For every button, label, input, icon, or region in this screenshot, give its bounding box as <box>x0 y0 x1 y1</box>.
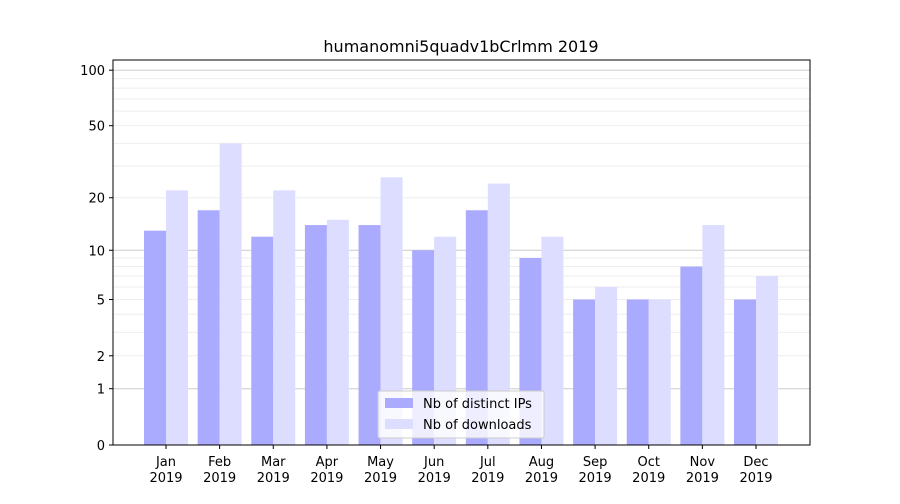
bar-distinct-ips-9 <box>626 299 649 445</box>
x-tick-label-line: Jan <box>155 455 176 470</box>
x-tick-label-line: Jun <box>423 455 444 470</box>
bar-downloads-10 <box>702 225 725 445</box>
x-tick-label-line: May <box>367 455 394 470</box>
x-tick-label-line: 2019 <box>149 471 182 486</box>
x-tick-label-line: 2019 <box>310 471 343 486</box>
x-tick-label-line: 2019 <box>579 471 612 486</box>
x-tick-label-line: 2019 <box>257 471 290 486</box>
x-tick-label-line: Sep <box>583 455 608 470</box>
x-tick-label-line: 2019 <box>364 471 397 486</box>
legend: Nb of distinct IPs Nb of downloads <box>377 390 545 439</box>
x-tick-label-line: 2019 <box>686 471 719 486</box>
x-tick-label: Feb 2019 <box>203 455 236 486</box>
x-tick-label-line: Oct <box>637 455 659 470</box>
bar-distinct-ips-4 <box>358 225 381 445</box>
bar-downloads-1 <box>219 143 242 445</box>
x-tick-label: Jul 2019 <box>471 455 504 486</box>
bar-distinct-ips-1 <box>197 210 220 445</box>
x-tick-label: Mar 2019 <box>257 455 290 486</box>
y-tick-label: 2 <box>97 350 105 365</box>
x-tick-label-line: 2019 <box>525 471 558 486</box>
x-tick-label-line: Mar <box>261 455 286 470</box>
x-tick-label-line: 2019 <box>203 471 236 486</box>
bar-distinct-ips-8 <box>573 299 596 445</box>
x-tick-label: Apr 2019 <box>310 455 343 486</box>
bar-downloads-0 <box>166 190 188 445</box>
bar-downloads-4 <box>380 177 403 446</box>
bar-distinct-ips-2 <box>251 236 274 445</box>
x-tick-label-line: 2019 <box>418 471 451 486</box>
bar-distinct-ips-0 <box>144 230 166 445</box>
x-tick-label-line: Feb <box>208 455 231 470</box>
bar-distinct-ips-10 <box>680 266 703 445</box>
y-tick-label: 5 <box>97 293 105 308</box>
plot-frame <box>112 59 811 446</box>
x-tick-label-line: Dec <box>743 455 768 470</box>
x-tick-label: May 2019 <box>364 455 397 486</box>
x-tick-label: Jan 2019 <box>149 455 182 486</box>
bar-downloads-7 <box>541 236 564 445</box>
legend-label-downloads: Nb of downloads <box>423 418 532 433</box>
y-tick-label: 20 <box>88 192 105 207</box>
y-tick-label: 100 <box>80 64 105 79</box>
x-tick-label: Jun 2019 <box>418 455 451 486</box>
x-tick-label-line: 2019 <box>632 471 665 486</box>
y-tick-label: 1 <box>97 383 105 398</box>
legend-label-ips: Nb of distinct IPs <box>423 397 532 412</box>
legend-frame <box>377 390 545 439</box>
bar-distinct-ips-6 <box>465 210 488 445</box>
x-tick-label: Aug 2019 <box>525 455 558 486</box>
legend-swatch-ips <box>385 398 413 408</box>
y-axis: 0 1 2 5 10 20 50 100 <box>80 64 113 454</box>
x-tick-label-line: 2019 <box>471 471 504 486</box>
legend-swatch-downloads <box>385 419 413 429</box>
bar-distinct-ips-11 <box>734 299 756 445</box>
y-tick-label: 10 <box>88 244 105 259</box>
x-tick-label: Oct 2019 <box>632 455 665 486</box>
bar-downloads-6 <box>487 183 510 446</box>
y-tick-label: 50 <box>88 120 105 135</box>
bar-downloads-2 <box>273 190 296 445</box>
y-tick-label: 0 <box>97 439 105 454</box>
bar-downloads-11 <box>756 276 778 445</box>
x-tick-label-line: Aug <box>529 455 554 470</box>
x-tick-label-line: Apr <box>316 455 339 470</box>
bar-downloads-8 <box>595 286 618 445</box>
x-tick-label-line: Jul <box>479 455 496 470</box>
bar-downloads-3 <box>326 219 349 445</box>
x-tick-label: Dec 2019 <box>739 455 772 486</box>
x-tick-label: Sep 2019 <box>579 455 612 486</box>
x-tick-label-line: 2019 <box>739 471 772 486</box>
chart-title: humanomni5quadv1bCrlmm 2019 <box>323 37 598 56</box>
x-tick-label-line: Nov <box>690 455 716 470</box>
x-tick-label: Nov 2019 <box>686 455 719 486</box>
bar-downloads-9 <box>648 299 671 445</box>
bar-distinct-ips-3 <box>304 225 327 445</box>
